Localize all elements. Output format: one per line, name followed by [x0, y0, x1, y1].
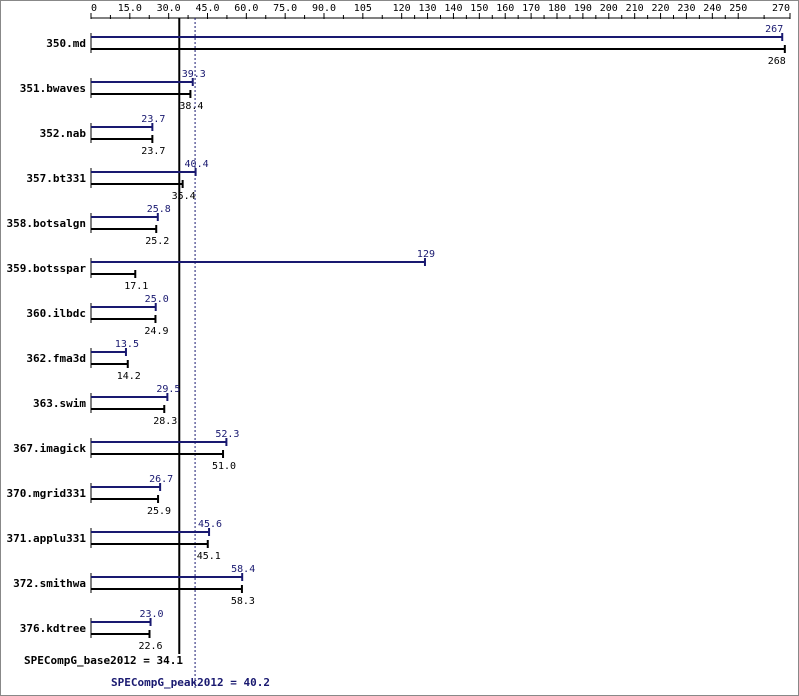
benchmark-label: 363.swim: [33, 397, 86, 410]
peak-value-label: 40.4: [185, 159, 209, 170]
benchmark-row: 371.applu331 45.6 45.1: [7, 519, 223, 562]
benchmark-label: 376.kdtree: [20, 622, 87, 635]
x-tick-label: 120: [393, 3, 411, 14]
peak-value-label: 26.7: [149, 474, 173, 485]
x-tick-label: 250: [729, 3, 747, 14]
base-value-label: 35.4: [172, 191, 196, 202]
benchmark-row: 358.botsalgn 25.8 25.2: [7, 204, 171, 247]
summary-labels: SPECompG_base2012 = 34.1 SPECompG_peak201…: [24, 654, 270, 689]
x-tick-label: 15.0: [118, 3, 142, 14]
base-value-label: 14.2: [117, 371, 141, 382]
benchmark-label: 372.smithwa: [13, 577, 86, 590]
peak-value-label: 58.4: [231, 564, 255, 575]
base-value-label: 45.1: [197, 551, 221, 562]
peak-value-label: 13.5: [115, 339, 139, 350]
peak-value-label: 52.3: [215, 429, 239, 440]
benchmark-label: 351.bwaves: [20, 82, 86, 95]
x-tick-label: 130: [419, 3, 437, 14]
benchmark-label: 360.ilbdc: [26, 307, 86, 320]
base-summary-label: SPECompG_base2012 = 34.1: [24, 654, 183, 667]
x-tick-label: 190: [574, 3, 592, 14]
peak-value-label: 45.6: [198, 519, 222, 530]
benchmark-label: 362.fma3d: [26, 352, 86, 365]
benchmark-label: 357.bt331: [26, 172, 86, 185]
x-tick-label: 200: [600, 3, 618, 14]
x-tick-label: 150: [470, 3, 488, 14]
x-tick-label: 105: [354, 3, 372, 14]
base-value-label: 22.6: [138, 641, 162, 652]
x-tick-label: 180: [548, 3, 566, 14]
x-tick-label: 170: [522, 3, 540, 14]
base-value-label: 28.3: [153, 416, 177, 427]
x-tick-label: 45.0: [195, 3, 219, 14]
base-value-label: 23.7: [141, 146, 165, 157]
x-tick-label: 160: [496, 3, 514, 14]
base-value-label: 268: [768, 56, 786, 67]
peak-summary-label: SPECompG_peak2012 = 40.2: [111, 676, 270, 689]
benchmark-row: 372.smithwa 58.4 58.3: [13, 564, 255, 607]
benchmark-row: 370.mgrid331 26.7 25.9: [7, 474, 174, 517]
x-axis: 0 15.0 30.0 45.0 60.0 75.0 90.0 105 120 130 140 150…: [90, 3, 791, 19]
x-tick-label: 240: [703, 3, 721, 14]
benchmark-label: 367.imagick: [13, 442, 86, 455]
x-tick-label: 220: [652, 3, 670, 14]
benchmark-label: 350.md: [46, 37, 86, 50]
benchmark-label: 358.botsalgn: [7, 217, 86, 230]
peak-value-label: 129: [417, 249, 435, 260]
benchmark-label: 370.mgrid331: [7, 487, 87, 500]
peak-value-label: 29.5: [156, 384, 180, 395]
benchmark-row: 367.imagick 52.3 51.0: [13, 429, 239, 472]
benchmark-row: 357.bt331 40.4 35.4: [26, 159, 208, 202]
base-value-label: 25.9: [147, 506, 171, 517]
benchmark-label: 352.nab: [40, 127, 87, 140]
peak-value-label: 25.8: [147, 204, 171, 215]
bars: 350.md 267 268 351.bwaves 39.3 38.4 352.nab 23.…: [7, 24, 786, 652]
x-tick-label: 270: [772, 3, 790, 14]
benchmark-row: 360.ilbdc 25.0 24.9: [26, 294, 168, 337]
base-value-label: 58.3: [231, 596, 255, 607]
peak-value-label: 23.7: [141, 114, 165, 125]
base-value-label: 17.1: [124, 281, 148, 292]
base-value-label: 25.2: [145, 236, 169, 247]
benchmark-label: 371.applu331: [7, 532, 87, 545]
benchmark-label: 359.botsspar: [7, 262, 87, 275]
benchmark-row: 351.bwaves 39.3 38.4: [20, 69, 206, 112]
base-value-label: 38.4: [179, 101, 203, 112]
benchmark-row: 359.botsspar 129 17.1: [7, 249, 435, 292]
x-tick-label: 230: [677, 3, 695, 14]
benchmark-row: 362.fma3d 13.5 14.2: [26, 339, 140, 382]
base-value-label: 24.9: [144, 326, 168, 337]
peak-value-label: 267: [765, 24, 783, 35]
x-tick-label: 140: [444, 3, 462, 14]
benchmark-row: 350.md 267 268: [46, 24, 786, 67]
benchmark-row: 363.swim 29.5 28.3: [33, 384, 180, 427]
x-tick-label: 0: [91, 3, 97, 14]
benchmark-row: 352.nab 23.7 23.7: [40, 114, 166, 157]
x-tick-label: 210: [626, 3, 644, 14]
x-tick-label: 30.0: [157, 3, 181, 14]
peak-value-label: 25.0: [145, 294, 169, 305]
peak-value-label: 23.0: [139, 609, 163, 620]
peak-value-label: 39.3: [182, 69, 206, 80]
base-value-label: 51.0: [212, 461, 236, 472]
x-tick-label: 60.0: [234, 3, 258, 14]
x-tick-label: 75.0: [273, 3, 297, 14]
benchmark-row: 376.kdtree 23.0 22.6: [20, 609, 164, 652]
x-tick-label: 90.0: [312, 3, 336, 14]
